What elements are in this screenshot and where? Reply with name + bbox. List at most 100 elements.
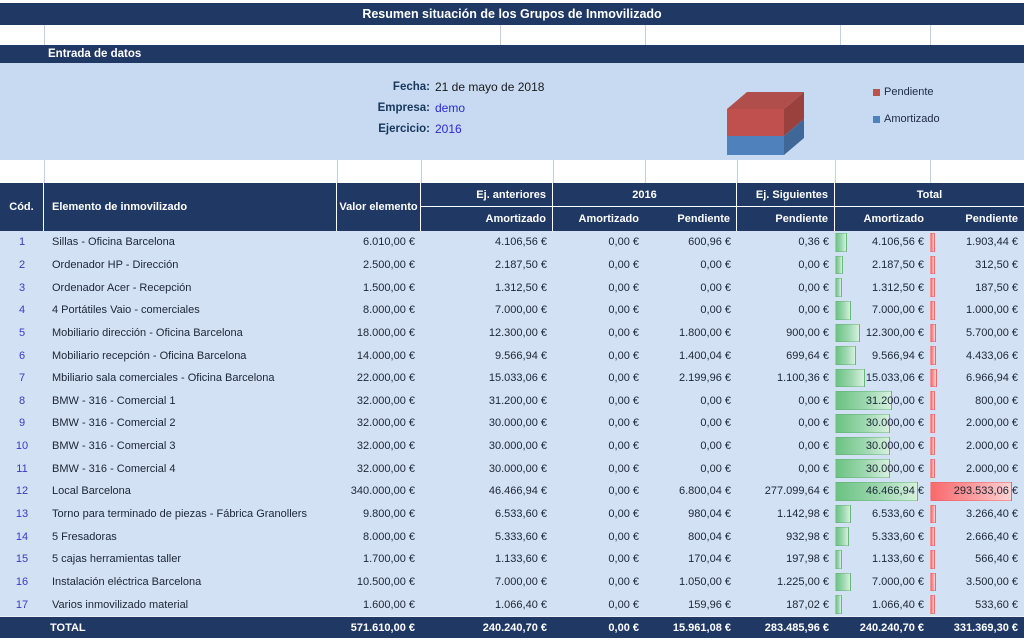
cell-valor-elemento[interactable]: 8.000,00 € (337, 525, 421, 548)
cell-total-pendiente[interactable]: 800,00 € (930, 389, 1024, 412)
cell-cod[interactable]: 10 (0, 435, 44, 458)
cell-2016-amortizado[interactable]: 0,00 € (553, 435, 645, 458)
cell-valor-elemento[interactable]: 22.000,00 € (337, 367, 421, 390)
cell-ej-siguientes-pendiente[interactable]: 197,98 € (737, 548, 835, 571)
cell-ej-anteriores-amortizado[interactable]: 6.533,60 € (421, 503, 553, 526)
table-row[interactable]: 13 Torno para terminado de piezas - Fábr… (0, 503, 1024, 526)
cell-total-pendiente[interactable]: 2.666,40 € (930, 525, 1024, 548)
cell-valor-elemento[interactable]: 32.000,00 € (337, 457, 421, 480)
table-row[interactable]: 9 BMW - 316 - Comercial 2 32.000,00 € 30… (0, 412, 1024, 435)
cell-2016-amortizado[interactable]: 0,00 € (553, 276, 645, 299)
cell-cod[interactable]: 15 (0, 548, 44, 571)
cell-ej-siguientes-pendiente[interactable]: 0,00 € (737, 457, 835, 480)
cell-2016-pendiente[interactable]: 800,04 € (645, 525, 737, 548)
cell-ej-anteriores-amortizado[interactable]: 30.000,00 € (421, 435, 553, 458)
cell-total-amortizado[interactable]: 6.533,60 € (835, 503, 930, 526)
cell-elemento[interactable]: 5 Fresadoras (44, 525, 337, 548)
cell-ej-anteriores-amortizado[interactable]: 7.000,00 € (421, 571, 553, 594)
cell-valor-elemento[interactable]: 18.000,00 € (337, 322, 421, 345)
cell-ej-anteriores-amortizado[interactable]: 2.187,50 € (421, 254, 553, 277)
table-row[interactable]: 7 Mbiliario sala comerciales - Oficina B… (0, 367, 1024, 390)
cell-ej-anteriores-amortizado[interactable]: 5.333,60 € (421, 525, 553, 548)
cell-total-amortizado[interactable]: 2.187,50 € (835, 254, 930, 277)
cell-valor-elemento[interactable]: 6.010,00 € (337, 231, 421, 254)
cell-valor-elemento[interactable]: 32.000,00 € (337, 389, 421, 412)
cell-cod[interactable]: 6 (0, 344, 44, 367)
cell-total-pendiente[interactable]: 293.533,06 € (930, 480, 1024, 503)
cell-elemento[interactable]: BMW - 316 - Comercial 2 (44, 412, 337, 435)
cell-2016-pendiente[interactable]: 0,00 € (645, 435, 737, 458)
cell-elemento[interactable]: Sillas - Oficina Barcelona (44, 231, 337, 254)
cell-elemento[interactable]: BMW - 316 - Comercial 4 (44, 457, 337, 480)
cell-valor-elemento[interactable]: 2.500,00 € (337, 254, 421, 277)
cell-elemento[interactable]: Mobiliario recepción - Oficina Barcelona (44, 344, 337, 367)
cell-ej-siguientes-pendiente[interactable]: 1.225,00 € (737, 571, 835, 594)
cell-total-amortizado[interactable]: 31.200,00 € (835, 389, 930, 412)
cell-cod[interactable]: 16 (0, 571, 44, 594)
cell-elemento[interactable]: BMW - 316 - Comercial 3 (44, 435, 337, 458)
cell-total-pendiente[interactable]: 187,50 € (930, 276, 1024, 299)
cell-total-amortizado[interactable]: 1.066,40 € (835, 593, 930, 616)
cell-cod[interactable]: 8 (0, 389, 44, 412)
cell-2016-pendiente[interactable]: 6.800,04 € (645, 480, 737, 503)
cell-valor-elemento[interactable]: 9.800,00 € (337, 503, 421, 526)
cell-total-amortizado[interactable]: 30.000,00 € (835, 457, 930, 480)
cell-elemento[interactable]: Mobiliario dirección - Oficina Barcelona (44, 322, 337, 345)
cell-cod[interactable]: 12 (0, 480, 44, 503)
cell-ej-siguientes-pendiente[interactable]: 0,00 € (737, 299, 835, 322)
cell-2016-amortizado[interactable]: 0,00 € (553, 525, 645, 548)
cell-valor-elemento[interactable]: 10.500,00 € (337, 571, 421, 594)
cell-2016-amortizado[interactable]: 0,00 € (553, 593, 645, 616)
cell-ej-anteriores-amortizado[interactable]: 9.566,94 € (421, 344, 553, 367)
cell-total-pendiente[interactable]: 2.000,00 € (930, 435, 1024, 458)
cell-valor-elemento[interactable]: 1.700,00 € (337, 548, 421, 571)
cell-total-pendiente[interactable]: 3.500,00 € (930, 571, 1024, 594)
cell-total-pendiente[interactable]: 533,60 € (930, 593, 1024, 616)
cell-ej-anteriores-amortizado[interactable]: 12.300,00 € (421, 322, 553, 345)
cell-cod[interactable]: 4 (0, 299, 44, 322)
cell-ej-anteriores-amortizado[interactable]: 1.066,40 € (421, 593, 553, 616)
cell-ej-siguientes-pendiente[interactable]: 277.099,64 € (737, 480, 835, 503)
cell-elemento[interactable]: Torno para terminado de piezas - Fábrica… (44, 503, 337, 526)
cell-ej-siguientes-pendiente[interactable]: 0,00 € (737, 435, 835, 458)
cell-total-pendiente[interactable]: 1.903,44 € (930, 231, 1024, 254)
cell-cod[interactable]: 2 (0, 254, 44, 277)
cell-total-amortizado[interactable]: 12.300,00 € (835, 322, 930, 345)
cell-elemento[interactable]: 4 Portátiles Vaio - comerciales (44, 299, 337, 322)
table-row[interactable]: 11 BMW - 316 - Comercial 4 32.000,00 € 3… (0, 457, 1024, 480)
cell-2016-amortizado[interactable]: 0,00 € (553, 503, 645, 526)
cell-elemento[interactable]: Ordenador Acer - Recepción (44, 276, 337, 299)
cell-2016-pendiente[interactable]: 0,00 € (645, 457, 737, 480)
cell-2016-pendiente[interactable]: 0,00 € (645, 276, 737, 299)
cell-ej-siguientes-pendiente[interactable]: 0,00 € (737, 276, 835, 299)
cell-ej-siguientes-pendiente[interactable]: 699,64 € (737, 344, 835, 367)
cell-2016-pendiente[interactable]: 1.050,00 € (645, 571, 737, 594)
cell-ej-anteriores-amortizado[interactable]: 30.000,00 € (421, 457, 553, 480)
cell-valor-elemento[interactable]: 32.000,00 € (337, 412, 421, 435)
cell-cod[interactable]: 11 (0, 457, 44, 480)
cell-elemento[interactable]: Local Barcelona (44, 480, 337, 503)
ejercicio-value[interactable]: 2016 (435, 122, 462, 136)
fecha-value[interactable]: 21 de mayo de 2018 (435, 80, 544, 94)
cell-ej-anteriores-amortizado[interactable]: 1.312,50 € (421, 276, 553, 299)
table-row[interactable]: 8 BMW - 316 - Comercial 1 32.000,00 € 31… (0, 389, 1024, 412)
cell-2016-amortizado[interactable]: 0,00 € (553, 412, 645, 435)
cell-2016-pendiente[interactable]: 0,00 € (645, 412, 737, 435)
cell-cod[interactable]: 7 (0, 367, 44, 390)
cell-total-pendiente[interactable]: 3.266,40 € (930, 503, 1024, 526)
cell-cod[interactable]: 13 (0, 503, 44, 526)
cell-elemento[interactable]: 5 cajas herramientas taller (44, 548, 337, 571)
cell-2016-pendiente[interactable]: 170,04 € (645, 548, 737, 571)
cell-2016-amortizado[interactable]: 0,00 € (553, 322, 645, 345)
cell-2016-pendiente[interactable]: 2.199,96 € (645, 367, 737, 390)
cell-total-pendiente[interactable]: 5.700,00 € (930, 322, 1024, 345)
cell-2016-pendiente[interactable]: 1.400,04 € (645, 344, 737, 367)
cell-total-amortizado[interactable]: 1.133,60 € (835, 548, 930, 571)
cell-2016-pendiente[interactable]: 0,00 € (645, 389, 737, 412)
cell-total-amortizado[interactable]: 46.466,94 € (835, 480, 930, 503)
cell-2016-amortizado[interactable]: 0,00 € (553, 254, 645, 277)
cell-ej-anteriores-amortizado[interactable]: 30.000,00 € (421, 412, 553, 435)
cell-total-amortizado[interactable]: 1.312,50 € (835, 276, 930, 299)
total-row[interactable]: TOTAL 571.610,00 € 240.240,70 € 0,00 € 1… (0, 616, 1024, 638)
cell-ej-anteriores-amortizado[interactable]: 4.106,56 € (421, 231, 553, 254)
